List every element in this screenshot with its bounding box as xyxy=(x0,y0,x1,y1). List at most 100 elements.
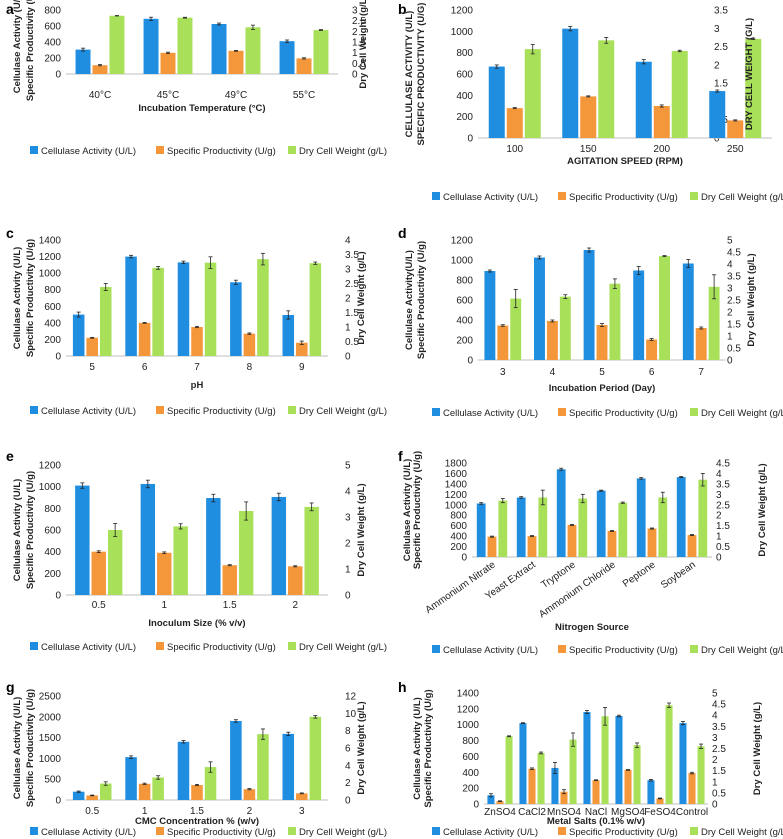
y-left-tick-label: 1000 xyxy=(457,720,480,731)
bar xyxy=(635,61,652,138)
y-left-tick-label: 600 xyxy=(450,521,467,532)
y-right-tick-label: 2 xyxy=(345,778,351,789)
legend-swatch xyxy=(558,408,566,416)
bar xyxy=(257,734,269,800)
y-left-tick-label: 2500 xyxy=(39,692,62,703)
x-tick-label: MnSO4 xyxy=(547,807,581,818)
y-right-tick-label: 0 xyxy=(727,356,733,367)
y-left-tick-label: 600 xyxy=(44,22,61,33)
y-left-tick-label: 1000 xyxy=(39,269,62,280)
bar xyxy=(177,17,193,74)
y-right-tick-label: 3 xyxy=(712,733,718,744)
bar xyxy=(160,52,176,74)
y-left-axis-label: CELLULASE ACTIVITY (U/L) xyxy=(404,11,415,138)
y-right-tick-label: 3.5 xyxy=(716,479,730,490)
bar xyxy=(647,528,657,557)
y-right-tick-label: 0.5 xyxy=(712,788,726,799)
bar xyxy=(271,496,287,595)
y-right-tick-label: 0 xyxy=(345,352,351,363)
bar xyxy=(243,333,256,356)
x-tick-label: 49°C xyxy=(225,90,247,101)
x-axis-label: pH xyxy=(191,380,204,391)
y-right-tick-label: 2.5 xyxy=(716,500,730,511)
bar xyxy=(658,497,668,557)
bar xyxy=(697,746,705,804)
chart-panel-g: g 0 500 1000 1500 2000 2500 0 2 4 6 8 10 12 0.5 1 1.5 2 3 C… xyxy=(6,679,387,838)
y-right-tick-label: 6 xyxy=(345,744,351,755)
x-axis-label: Incubation Temperature (°C) xyxy=(138,103,265,114)
bar xyxy=(86,337,98,356)
x-tick-label: CaCl2 xyxy=(518,807,546,818)
bar xyxy=(596,325,608,360)
y-right-axis-label: Dry Cell Weight (g/L) xyxy=(358,0,369,89)
x-tick-label: 55°C xyxy=(293,90,315,101)
y-right-tick-label: 1 xyxy=(345,565,351,576)
bar xyxy=(601,716,609,804)
y-right-tick-label: 10 xyxy=(345,709,357,720)
y-left-tick-label: 1400 xyxy=(445,479,468,490)
y-left-tick-label: 0 xyxy=(467,134,473,145)
bar xyxy=(173,526,188,595)
legend-swatch xyxy=(558,192,566,200)
y-left-axis-label: Cellulase Activity (U/L) xyxy=(12,697,23,800)
y-left-axis-label: Specific Productivity (U/g) xyxy=(25,0,36,101)
x-tick-label: 40°C xyxy=(89,90,111,101)
bar xyxy=(624,769,632,804)
x-axis-label: CMC Concentration % (w/v) xyxy=(135,816,259,827)
y-left-tick-label: 200 xyxy=(44,54,61,65)
legend-label: Cellulase Activity (U/L) xyxy=(443,192,538,203)
y-left-tick-label: 0 xyxy=(55,352,61,363)
y-left-tick-label: 400 xyxy=(456,91,473,102)
y-left-tick-label: 400 xyxy=(44,547,61,558)
legend-label: Cellulase Activity (U/L) xyxy=(443,645,538,656)
y-left-axis-label: Specific Productivity (U/g) xyxy=(25,689,36,807)
y-left-tick-label: 0 xyxy=(473,800,479,811)
bar xyxy=(688,773,696,804)
bar xyxy=(296,342,308,356)
y-left-tick-label: 600 xyxy=(44,526,61,537)
legend-label: Specific Productivity (U/g) xyxy=(167,406,276,417)
y-left-tick-label: 1000 xyxy=(451,256,474,267)
y-left-tick-label: 1000 xyxy=(451,27,474,38)
y-left-tick-label: 1200 xyxy=(445,490,468,501)
bar xyxy=(230,282,242,356)
x-axis-label: Inoculum Size (% v/v) xyxy=(148,618,245,629)
bar xyxy=(496,801,504,804)
bar xyxy=(646,339,658,360)
y-left-axis-label: Specific Productivity (U/g) xyxy=(25,239,36,357)
y-left-tick-label: 1200 xyxy=(451,236,474,247)
y-left-tick-label: 400 xyxy=(44,318,61,329)
y-right-tick-label: 2.5 xyxy=(345,279,359,290)
x-tick-label: 0.5 xyxy=(85,806,99,817)
y-right-axis-label: DRY CELL WEIGHT (G/L) xyxy=(744,18,755,130)
legend-label: Specific Productivity (U/g) xyxy=(569,645,678,656)
y-left-axis-label: Cellulase Activity (U/L) xyxy=(402,459,413,562)
legend-label: Dry Cell Weight (g/L) xyxy=(299,146,387,157)
bar xyxy=(636,478,646,557)
y-left-axis-label: Cellulase Activity (U/L) xyxy=(12,479,23,582)
bar xyxy=(296,58,312,74)
x-tick-label: 7 xyxy=(698,367,704,378)
bar xyxy=(191,327,203,356)
bar xyxy=(679,723,687,804)
bar xyxy=(562,28,579,139)
bar xyxy=(653,106,670,138)
legend-label: Cellulase Activity (U/L) xyxy=(443,408,538,419)
bar xyxy=(698,479,708,557)
bar xyxy=(709,91,726,138)
panel-letter: a xyxy=(6,1,14,17)
y-left-tick-label: 600 xyxy=(462,752,479,763)
legend-swatch xyxy=(432,827,440,835)
x-tick-label: 6 xyxy=(142,362,148,373)
bar xyxy=(125,256,137,356)
bar xyxy=(99,286,112,356)
legend-label: Cellulase Activity (U/L) xyxy=(41,827,136,838)
legend-label: Dry Cell Weight (g/L) xyxy=(701,827,783,838)
x-tick-label: 8 xyxy=(247,362,253,373)
y-right-tick-label: 2 xyxy=(352,27,358,38)
bar xyxy=(559,296,571,360)
bar xyxy=(510,298,522,360)
bar xyxy=(279,41,295,74)
y-right-tick-label: 1.5 xyxy=(716,521,730,532)
